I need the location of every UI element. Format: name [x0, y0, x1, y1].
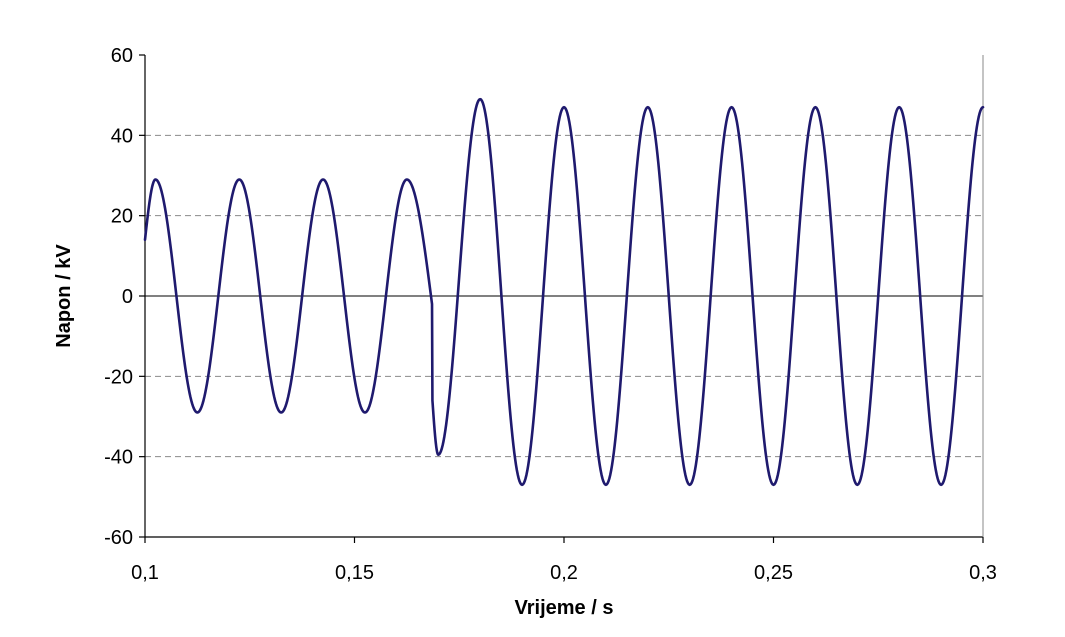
x-tick-label: 0,3: [969, 562, 997, 584]
axes: [139, 54, 984, 543]
gridlines: [145, 134, 983, 458]
voltage-series-line: [143, 97, 985, 487]
x-tick-label: 0,25: [754, 562, 793, 584]
y-tick-label: 40: [111, 125, 133, 147]
x-tick-label: 0,1: [131, 562, 159, 584]
series-group: [143, 97, 985, 487]
x-axis-label: Vrijeme / s: [515, 597, 614, 619]
y-axis-label: Napon / kV: [53, 244, 75, 348]
y-tick-label: 0: [122, 286, 133, 308]
x-tick-label: 0,2: [550, 562, 578, 584]
tick-labels: -60 -40 -20 0 20 40 60 0,1 0,15 0,2 0,25 0,3: [104, 45, 997, 584]
y-tick-label: 20: [111, 206, 133, 228]
x-tick-label: 0,15: [335, 562, 374, 584]
y-tick-label: -20: [104, 366, 133, 388]
y-tick-label: -60: [104, 527, 133, 549]
y-tick-label: 60: [111, 45, 133, 67]
y-tick-label: -40: [104, 447, 133, 469]
